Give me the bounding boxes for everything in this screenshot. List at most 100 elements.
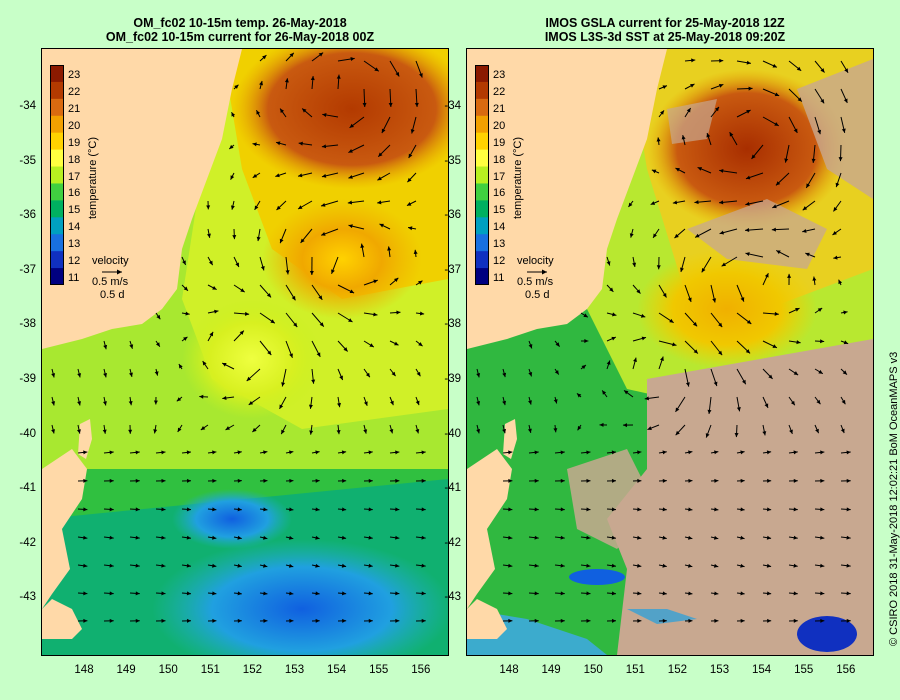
- current-arrow-head: [746, 60, 751, 65]
- current-arrow-head: [200, 426, 206, 430]
- colorbar-swatch: [475, 81, 489, 100]
- current-arrow-head: [103, 372, 108, 378]
- current-arrow-head: [662, 618, 667, 623]
- current-arrow-head: [706, 133, 711, 138]
- current-arrow-head: [771, 227, 776, 232]
- current-arrow-head: [740, 450, 745, 455]
- current-arrow-head: [740, 591, 745, 596]
- colorbar-swatch: [50, 65, 64, 83]
- latitude-label: -36: [19, 209, 36, 222]
- colorbar-tick-label: 22: [68, 85, 81, 98]
- current-arrow-head: [586, 450, 591, 455]
- current-arrow-head: [843, 98, 848, 103]
- current-arrow-head: [637, 450, 642, 455]
- current-arrow-head: [135, 450, 140, 455]
- current-arrow-head: [714, 618, 719, 623]
- current-vectors: [476, 58, 851, 623]
- current-arrow-head: [315, 618, 320, 623]
- current-arrow-head: [281, 382, 286, 387]
- current-arrow-head: [611, 478, 616, 483]
- current-arrow-head: [156, 314, 161, 320]
- current-arrow-head: [212, 563, 217, 568]
- current-arrow-head: [718, 322, 723, 328]
- current-arrow-head: [640, 313, 646, 318]
- current-arrow-head: [685, 382, 690, 387]
- current-arrow-head: [341, 507, 347, 512]
- current-arrow-head: [109, 618, 114, 623]
- current-arrow-head: [611, 450, 616, 455]
- colorbar-tick-label: 20: [68, 119, 81, 132]
- current-arrow-head: [183, 336, 188, 341]
- current-arrow-head: [394, 277, 399, 283]
- velocity-key-duration: 0.5 d: [100, 289, 125, 301]
- current-arrow-head: [797, 97, 802, 102]
- current-arrow-head: [740, 535, 745, 540]
- longitude-label: 151: [625, 664, 645, 676]
- current-arrow-head: [714, 591, 719, 596]
- current-arrow-head: [212, 478, 217, 483]
- current-arrow-head: [784, 158, 789, 163]
- current-arrow-head: [51, 429, 56, 434]
- current-arrow-head: [360, 243, 365, 248]
- current-arrow-head: [348, 318, 353, 323]
- current-arrow-head: [128, 401, 133, 406]
- current-arrow-head: [83, 563, 88, 568]
- colorbar-tick-label: 23: [68, 69, 81, 81]
- current-arrow-head: [318, 52, 324, 57]
- current-arrow-head: [263, 563, 268, 568]
- current-arrow-head: [774, 122, 779, 126]
- colorbar: [475, 65, 489, 285]
- current-arrow-head: [766, 507, 772, 512]
- current-arrow-head: [553, 399, 558, 404]
- current-arrow-head: [762, 431, 767, 436]
- current-arrow-head: [476, 372, 481, 378]
- current-arrow-head: [237, 535, 242, 540]
- current-arrow-head: [102, 401, 107, 406]
- current-arrow-head: [560, 535, 565, 540]
- current-arrow-head: [289, 618, 294, 623]
- current-arrow-head: [586, 618, 591, 623]
- colorbar-swatch: [475, 149, 489, 168]
- current-arrow-head: [230, 205, 235, 210]
- current-arrow-head: [553, 428, 558, 433]
- current-arrow-head: [406, 202, 412, 206]
- current-arrow-head: [365, 372, 370, 378]
- current-arrow-head: [606, 360, 611, 365]
- current-arrow-head: [534, 507, 539, 512]
- left-title-line1: OM_fc02 10-15m temp. 26-May-2018: [133, 16, 347, 30]
- colorbar-swatch: [50, 115, 64, 134]
- current-arrow-head: [309, 430, 314, 435]
- current-arrow-head: [395, 591, 400, 596]
- right-map-canvas: [467, 49, 873, 655]
- current-arrow-head: [339, 375, 343, 380]
- current-arrow-head: [693, 349, 698, 354]
- current-arrow-head: [637, 535, 642, 540]
- colorbar-swatch: [475, 98, 489, 117]
- latitude-label: -37: [19, 263, 36, 276]
- colorbar-tick-label: 13: [68, 238, 81, 251]
- colorbar-tick-label: 15: [493, 204, 506, 217]
- colorbar-tick-label: 16: [68, 187, 81, 200]
- current-arrow-head: [599, 422, 604, 427]
- colorbar-tick-label: 21: [68, 102, 81, 115]
- current-arrow-head: [368, 563, 373, 568]
- current-arrow-head: [681, 135, 686, 140]
- current-arrow-head: [263, 478, 268, 483]
- current-arrow-head: [256, 236, 261, 242]
- current-arrow-head: [51, 373, 56, 378]
- current-arrow-head: [337, 402, 342, 408]
- current-arrow-head: [662, 591, 667, 596]
- longitude-label: 156: [411, 664, 431, 676]
- current-arrow-head: [212, 507, 217, 512]
- current-arrow-head: [688, 535, 693, 540]
- colorbar-swatch: [475, 183, 489, 201]
- current-arrow-head: [714, 507, 719, 512]
- current-arrow-head: [421, 535, 426, 540]
- current-arrow-head: [662, 563, 667, 568]
- current-arrow-head: [315, 591, 320, 596]
- current-arrow-head: [109, 507, 114, 512]
- colorbar-swatch: [50, 200, 64, 218]
- current-arrow-head: [690, 83, 695, 88]
- current-arrow-head: [502, 372, 507, 378]
- current-arrow-head: [209, 331, 214, 337]
